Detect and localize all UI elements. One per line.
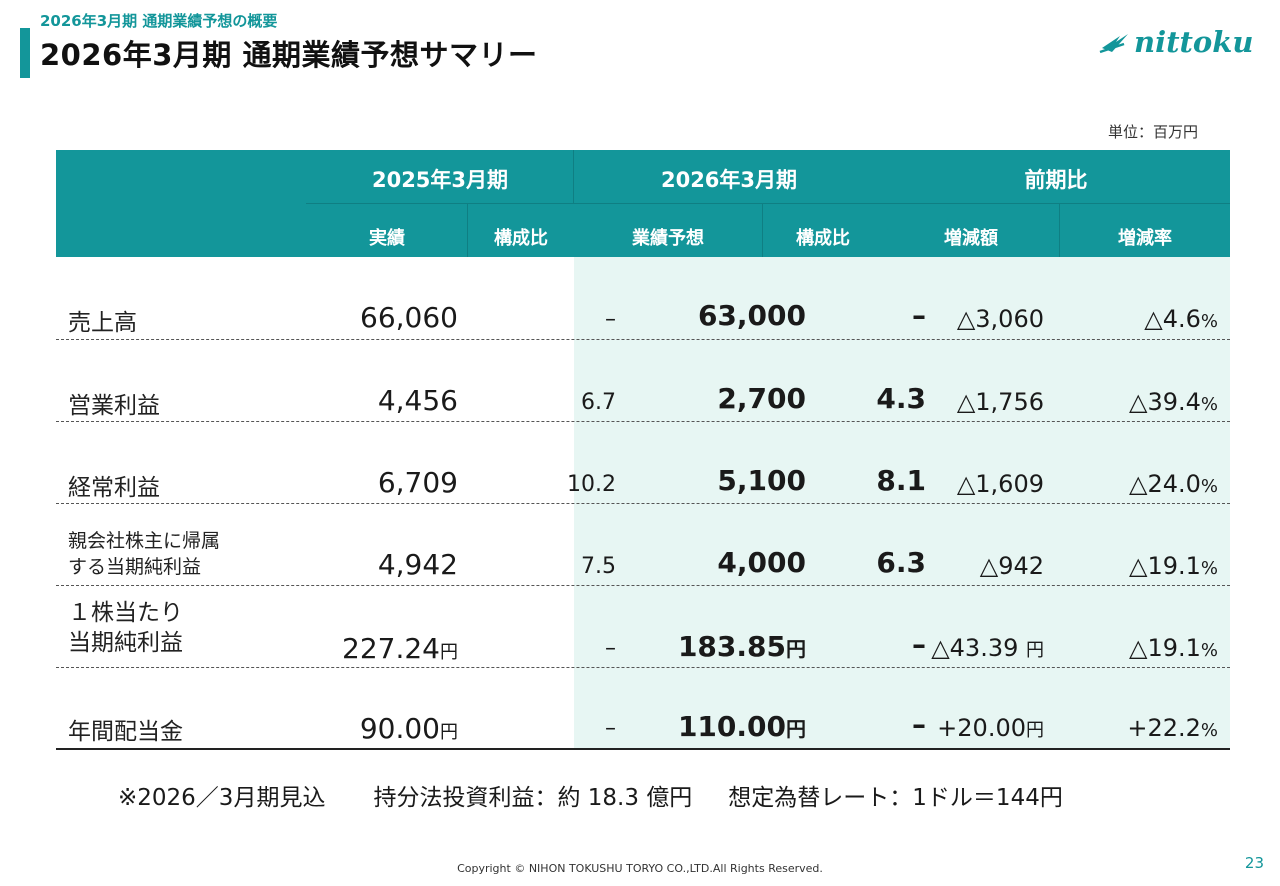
header-forecast: 業績予想 — [632, 228, 704, 249]
unit-label: 単位：百万円 — [1108, 123, 1199, 141]
page-title: 2026年3月期 通期業績予想サマリー — [40, 38, 538, 72]
change-rate: △19.1% — [1128, 552, 1218, 580]
header-fy2026: 2026年3月期 — [660, 168, 798, 192]
change-value: △942 — [979, 552, 1044, 580]
footnote-equity-income: 持分法投資利益：約 18.3 億円 — [373, 785, 693, 811]
table-header: 2025年3月期 2026年3月期 前期比 実績 構成比 業績予想 構成比 増減… — [56, 150, 1230, 257]
actual-ratio: – — [605, 307, 616, 332]
change-value: △1,756 — [956, 388, 1044, 416]
forecast-value: 63,000 — [697, 299, 806, 332]
actual-value: 66,060 — [360, 301, 458, 334]
actual-value: 90.00円 — [359, 712, 458, 745]
change-rate: △39.4% — [1128, 388, 1218, 416]
actual-ratio: – — [605, 636, 616, 661]
forecast-ratio: – — [912, 628, 926, 661]
actual-ratio: – — [605, 716, 616, 741]
forecast-ratio: 4.3 — [876, 382, 926, 415]
table-row: 売上高 66,060 – 63,000 – △3,060 △4.6% — [56, 257, 1230, 340]
header-change: 増減額 — [944, 228, 998, 249]
change-value: △1,609 — [956, 470, 1044, 498]
header-actual: 実績 — [369, 228, 405, 249]
actual-value: 4,456 — [377, 384, 458, 417]
change-rate: +22.2% — [1127, 714, 1218, 742]
forecast-ratio: 8.1 — [876, 464, 926, 497]
change-value: △3,060 — [956, 305, 1044, 333]
actual-ratio: 10.2 — [567, 472, 616, 497]
table-row: 親会社株主に帰属 する当期純利益 4,942 7.5 4,000 6.3 △94… — [56, 504, 1230, 586]
change-rate: △24.0% — [1128, 470, 1218, 498]
footnote-outlook: ※2026／3月期見込 — [118, 785, 326, 811]
forecast-value: 5,100 — [717, 464, 806, 497]
forecast-value: 110.00円 — [677, 710, 806, 743]
header-actual-ratio: 構成比 — [494, 228, 548, 249]
table-row: 年間配当金 90.00円 – 110.00円 – +20.00円 +22.2% — [56, 668, 1230, 750]
forecast-ratio: 6.3 — [876, 546, 926, 579]
change-value: △43.39 円 — [931, 634, 1044, 662]
actual-value: 4,942 — [377, 548, 458, 581]
title-accent-bar — [20, 28, 30, 78]
table-row: 経常利益 6,709 10.2 5,100 8.1 △1,609 △24.0% — [56, 422, 1230, 504]
row-label: 売上高 — [68, 310, 137, 336]
header-fy2025: 2025年3月期 — [371, 168, 509, 192]
row-label: 経常利益 — [68, 475, 160, 501]
forecast-value: 2,700 — [717, 382, 806, 415]
table-row: １株当たり 当期純利益 227.24円 – 183.85円 – △43.39 円… — [56, 586, 1230, 668]
table-row: 営業利益 4,456 6.7 2,700 4.3 △1,756 △39.4% — [56, 340, 1230, 422]
actual-value: 6,709 — [377, 466, 458, 499]
forecast-value: 4,000 — [717, 546, 806, 579]
actual-ratio: 7.5 — [581, 554, 616, 579]
actual-ratio: 6.7 — [581, 390, 616, 415]
forecast-ratio: – — [912, 299, 926, 332]
forecast-summary-table: 2025年3月期 2026年3月期 前期比 実績 構成比 業績予想 構成比 増減… — [56, 150, 1230, 750]
assumptions-footnote: ※2026／3月期見込 持分法投資利益：約 18.3 億円 想定為替レート：1ドル＝… — [118, 778, 1063, 812]
change-rate: △19.1% — [1128, 634, 1218, 662]
row-label: 営業利益 — [68, 393, 160, 419]
row-label: １株当たり 当期純利益 — [68, 600, 183, 656]
header-change-rate: 増減率 — [1118, 228, 1172, 249]
forecast-highlight-band — [574, 257, 1230, 748]
header-yoy: 前期比 — [1024, 168, 1088, 192]
row-label: 親会社株主に帰属 する当期純利益 — [68, 530, 221, 578]
nittoku-logo: nittoku — [1098, 22, 1258, 62]
logo-text: nittoku — [1134, 25, 1253, 59]
section-subtitle: 2026年3月期 通期業績予想の概要 — [40, 12, 278, 30]
forecast-ratio: – — [912, 708, 926, 741]
footnote-fx-rate: 想定為替レート：1ドル＝144円 — [728, 785, 1063, 811]
logo-mark-icon — [1099, 34, 1128, 54]
change-rate: △4.6% — [1144, 305, 1218, 333]
header-forecast-ratio: 構成比 — [796, 228, 850, 249]
forecast-value: 183.85円 — [677, 630, 806, 663]
actual-value: 227.24円 — [342, 632, 458, 665]
copyright: Copyright © NIHON TOKUSHU TORYO CO.,LTD.… — [457, 862, 823, 875]
page-number: 23 — [1244, 854, 1264, 872]
row-label: 年間配当金 — [68, 719, 183, 745]
change-value: +20.00円 — [937, 714, 1044, 742]
